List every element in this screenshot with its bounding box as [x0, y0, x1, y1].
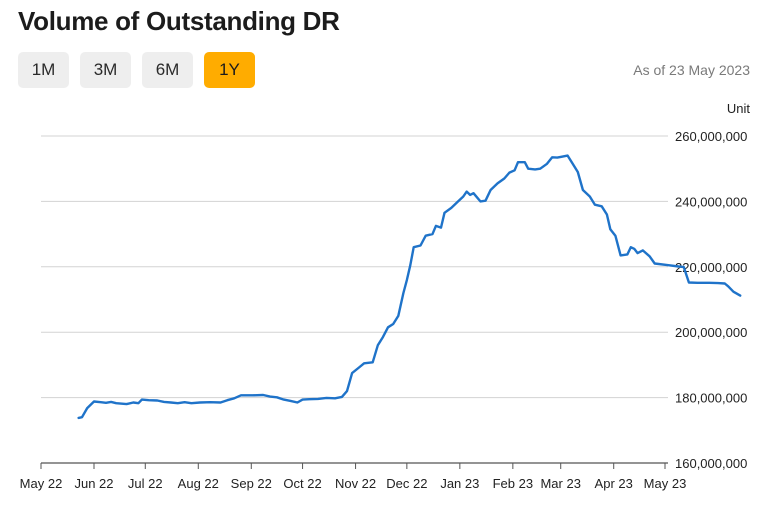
x-tick-label: Aug 22: [178, 476, 219, 491]
x-tick-label: Feb 23: [493, 476, 533, 491]
x-tick-label: Nov 22: [335, 476, 376, 491]
x-tick-label: Jan 23: [440, 476, 479, 491]
x-tick-label: Dec 22: [386, 476, 427, 491]
chart-title: Volume of Outstanding DR: [18, 6, 340, 36]
range-button-3m[interactable]: 3M: [80, 52, 131, 88]
y-tick-label: 260,000,000: [675, 129, 747, 144]
x-tick-label: Oct 22: [283, 476, 321, 491]
x-tick-label: May 23: [644, 476, 687, 491]
y-tick-label: 160,000,000: [675, 456, 747, 471]
range-button-1m[interactable]: 1M: [18, 52, 69, 88]
x-tick-label: Jun 22: [74, 476, 113, 491]
series-line: [77, 154, 742, 420]
y-tick-label: 180,000,000: [675, 391, 747, 406]
x-tick-label: Jul 22: [128, 476, 163, 491]
x-tick-label: May 22: [20, 476, 63, 491]
unit-label: Unit: [726, 101, 750, 116]
x-tick-label: Mar 23: [540, 476, 580, 491]
range-button-6m[interactable]: 6M: [142, 52, 193, 88]
range-selector: 1M 3M 6M 1Y: [18, 52, 255, 88]
range-button-1y[interactable]: 1Y: [204, 52, 255, 88]
x-tick-label: Sep 22: [231, 476, 272, 491]
x-tick-label: Apr 23: [595, 476, 633, 491]
y-tick-label: 200,000,000: [675, 325, 747, 340]
y-tick-label: 220,000,000: [675, 260, 747, 275]
y-tick-label: 240,000,000: [675, 194, 747, 209]
as-of-date: As of 23 May 2023: [633, 62, 750, 78]
